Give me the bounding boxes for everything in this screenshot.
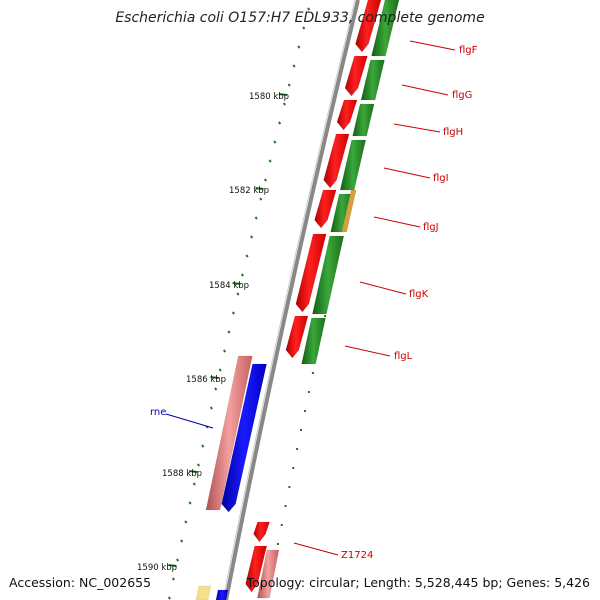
ruler-ticks [167,7,311,600]
reverse-cds-6 [301,317,326,365]
gene-label-rne[interactable]: rne [150,407,166,418]
ruler-major-tick [168,564,177,567]
reverse-cds-2 [352,103,375,137]
ruler-minor-tick [218,368,222,372]
ruler-label-1580: 1580 kbp [249,92,289,102]
gene-leader-line-6 [344,345,391,357]
ruler-minor-tick [188,501,192,505]
ruler-minor-tick [227,330,231,334]
ruler-label-1584: 1584 kbp [209,281,249,291]
ruler-label-1586: 1586 kbp [186,375,226,385]
forward-cds-5 [295,233,327,313]
pseudo-feature-lower [257,549,280,599]
ruler-major-tick [189,470,198,473]
ruler-minor-tick [250,235,254,239]
gene-leader-line-7 [293,542,339,556]
gene-label-flgK[interactable]: flgK [409,289,429,300]
ruler-minor-tick [192,482,196,486]
ruler-minor-tick [180,539,184,543]
ruler-minor-tick [245,254,249,258]
gene-label-flgH[interactable]: flgH [443,127,463,138]
reverse-cds-0 [371,0,400,57]
ruler-minor-tick [268,159,272,163]
ruler-minor-tick [259,197,263,201]
ruler-major-tick [278,93,288,96]
forward-cds-0 [355,0,382,53]
ruler-label-1590: 1590 kbp [137,563,177,573]
ruler-minor-tick [292,64,296,68]
gene-label-flgL[interactable]: flgL [394,351,413,362]
gene-leader-line-3 [383,167,431,179]
ruler-label-1588: 1588 kbp [162,469,202,479]
gene-leader-line-5 [359,281,407,295]
reverse-cds-1 [360,59,385,101]
forward-cds-2 [336,99,358,131]
ruler-minor-tick [236,292,240,296]
gene-leader-line-0 [409,40,456,51]
genome-backbone [224,0,360,600]
ruler-minor-tick [196,463,201,467]
genome-backbone-highlight [222,0,356,600]
ruler-minor-tick [273,140,277,144]
gene-label-Z1724[interactable]: Z1724 [341,550,373,561]
ruler-minor-tick [209,406,213,410]
gene-leader-line-2 [393,123,441,133]
ruler-minor-tick [201,444,205,448]
ruler-minor-tick [302,26,306,30]
ruler-minor-tick [222,349,227,353]
rne-feature [221,363,267,513]
ruler-major-tick [255,187,264,190]
gene-leader-line-4 [373,216,421,228]
forward-cds-4 [314,189,337,229]
pseudo-feature [205,355,253,511]
rna-feature-lower [215,589,229,600]
forward-cds-6 [285,315,309,359]
ruler-minor-tick [254,216,258,220]
forward-cds-z1724a [253,521,270,543]
gene-label-flgI[interactable]: flgI [433,173,449,184]
misc-feature-lower [195,585,212,600]
forward-cds-z1724b [245,545,268,593]
gene-leader-line-1 [401,84,449,96]
gene-label-flgF[interactable]: flgF [459,45,478,56]
feature-track [195,0,400,600]
ruler-minor-tick [184,520,188,524]
ruler-minor-tick [278,121,282,125]
accession-text: Accession: NC_002655 [9,575,152,590]
ruler-minor-tick [231,311,235,315]
ruler-minor-tick [287,83,291,87]
ruler-minor-tick [176,558,180,562]
ruler-minor-tick [240,273,244,277]
gene-label-flgJ[interactable]: flgJ [423,222,439,233]
genome-summary-text: Topology: circular; Length: 5,528,445 bp… [246,575,590,590]
ruler-label-1582: 1582 kbp [229,186,269,196]
forward-cds-3 [323,133,350,189]
gene-labels: flgF flgG flgH flgI flgJ flgK flgL rne Z… [150,45,478,561]
forward-cds-1 [344,55,368,97]
label-leader-lines [165,40,456,556]
ruler-labels: 1580 kbp 1582 kbp 1584 kbp 1586 kbp 1588… [137,92,289,573]
misc-feature [341,189,357,233]
ruler-minor-tick [214,387,218,391]
ruler-minor-tick [297,45,301,49]
ruler-minor-tick [171,577,176,581]
ruler-major-tick [232,282,241,285]
ruler-major-tick [210,376,219,379]
rne-leader-line [165,413,214,429]
map-title: Escherichia coli O157:H7 EDL933, complet… [115,10,485,26]
ruler-minor-tick [263,178,268,182]
reverse-cds-5 [312,235,345,315]
gene-label-flgG[interactable]: flgG [452,90,472,101]
ruler-minor-tick [307,7,311,11]
ruler-minor-tick [167,596,171,600]
ruler-minor-tick [282,102,286,106]
